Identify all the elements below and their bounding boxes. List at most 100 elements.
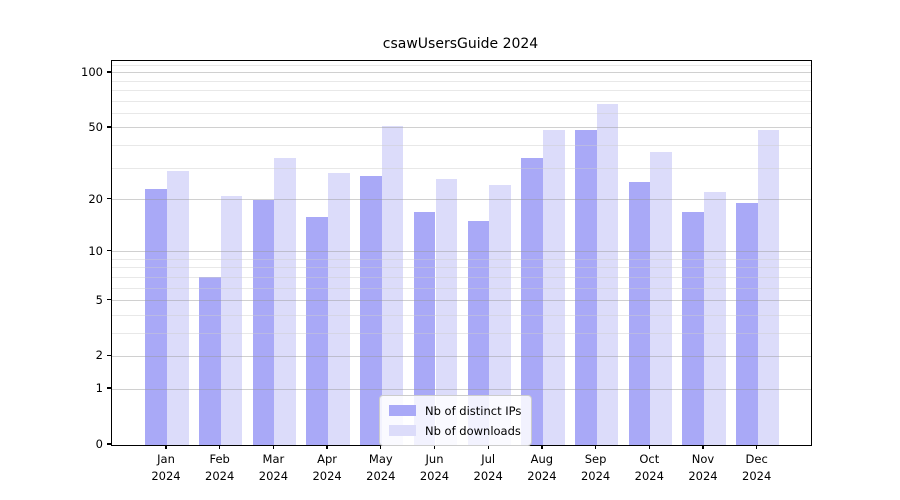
x-tick-mark [380, 445, 382, 450]
bar-distinct-ips-may [360, 176, 382, 445]
gridline-minor [112, 332, 811, 334]
gridline-major [112, 199, 811, 200]
x-tick-mark [594, 445, 597, 450]
y-tick-mark [106, 249, 111, 252]
x-tick-label-feb: Feb 2024 [188, 451, 252, 484]
y-tick-mark [106, 298, 111, 301]
gridline-minor [112, 64, 811, 66]
x-tick-month: Aug [530, 452, 554, 466]
x-tick-label-nov: Nov 2024 [671, 451, 735, 484]
bar-distinct-ips-mar [252, 199, 275, 445]
x-tick-label-dec: Dec 2024 [725, 451, 789, 484]
bar-distinct-ips-dec [736, 203, 758, 445]
legend-item-downloads: Nb of downloads [389, 423, 521, 438]
y-tick-label: 5 [95, 292, 103, 307]
gridline-minor [112, 258, 811, 260]
y-tick-mark [106, 126, 111, 128]
bar-downloads-may [381, 126, 404, 445]
x-tick-label-may: May 2024 [349, 451, 413, 484]
legend-label-downloads: Nb of downloads [425, 423, 521, 438]
gridline-minor [112, 113, 811, 115]
gridline-minor [112, 287, 811, 289]
bar-downloads-aug [542, 129, 565, 445]
bar-downloads-mar [274, 158, 297, 445]
x-tick-mark [326, 445, 328, 450]
x-tick-month: Jul [481, 452, 496, 466]
y-tick-label: 1 [95, 381, 103, 396]
y-tick-label: 50 [88, 119, 103, 134]
x-tick-mark [541, 445, 543, 450]
legend-label-distinct-ips: Nb of distinct IPs [425, 403, 522, 418]
plot-area: Nb of distinct IPs Nb of downloads [111, 60, 812, 446]
gridline-minor [112, 80, 811, 82]
legend-item-distinct-ips: Nb of distinct IPs [389, 403, 521, 418]
x-tick-mark [648, 445, 650, 450]
x-tick-mark [487, 445, 489, 450]
bar-downloads-jun [435, 179, 458, 445]
bar-distinct-ips-sep [574, 129, 597, 445]
x-tick-month: Feb [209, 452, 230, 466]
x-tick-month: May [368, 452, 393, 466]
gridline-minor [112, 314, 811, 316]
gridline-minor [112, 267, 811, 269]
bar-downloads-nov [704, 192, 726, 445]
x-tick-year: 2024 [688, 468, 718, 483]
x-tick-year: 2024 [473, 468, 503, 483]
x-tick-year: 2024 [580, 468, 611, 483]
legend-swatch-downloads [389, 425, 416, 436]
gridline-major [112, 127, 811, 129]
y-tick-label: 100 [81, 64, 103, 79]
y-tick-mark [106, 197, 111, 200]
x-tick-year: 2024 [634, 468, 664, 483]
bar-downloads-apr [328, 173, 350, 445]
x-tick-mark [165, 445, 167, 450]
y-tick-label: 0 [95, 437, 103, 451]
x-tick-mark [219, 445, 221, 450]
x-tick-month: Nov [691, 452, 715, 466]
gridline-major [112, 72, 811, 74]
bar-downloads-jul [489, 185, 511, 445]
x-tick-label-jun: Jun 2024 [403, 451, 467, 484]
bar-distinct-ips-nov [682, 211, 704, 445]
gridline-minor [112, 276, 811, 278]
legend-swatch-distinct-ips [389, 405, 416, 416]
x-tick-month: Dec [745, 452, 768, 466]
gridline-minor [112, 90, 811, 92]
bar-distinct-ips-jan [145, 188, 167, 445]
bar-distinct-ips-oct [628, 182, 651, 445]
bar-distinct-ips-aug [521, 158, 543, 445]
x-tick-month: Mar [262, 452, 285, 466]
gridline-major [112, 251, 811, 253]
gridline-minor [112, 145, 811, 147]
x-tick-month: Jun [425, 452, 444, 466]
x-tick-year: 2024 [151, 468, 181, 483]
y-tick-mark [106, 71, 111, 73]
x-tick-year: 2024 [527, 468, 557, 483]
x-tick-mark [433, 445, 436, 450]
bar-distinct-ips-jul [467, 221, 490, 445]
y-tick-mark [106, 354, 111, 357]
x-tick-year: 2024 [366, 468, 396, 483]
x-tick-year: 2024 [419, 468, 450, 483]
x-tick-month: Jan [157, 452, 175, 466]
x-tick-label-oct: Oct 2024 [617, 451, 681, 484]
gridline-minor [112, 100, 811, 102]
bar-distinct-ips-jun [413, 211, 436, 445]
y-tick-label: 10 [88, 243, 103, 258]
x-tick-mark [272, 445, 275, 450]
y-tick-label: 20 [88, 191, 103, 206]
bar-downloads-jan [167, 170, 189, 445]
x-tick-label-mar: Mar 2024 [241, 451, 305, 484]
bar-distinct-ips-feb [199, 277, 221, 445]
x-tick-label-aug: Aug 2024 [510, 451, 574, 484]
y-tick-mark [106, 443, 111, 445]
gridline-major [112, 355, 811, 357]
x-tick-month: Apr [317, 452, 338, 466]
bar-downloads-dec [757, 129, 780, 445]
y-tick-mark [106, 387, 111, 389]
x-tick-label-apr: Apr 2024 [295, 451, 359, 484]
gridline-major [112, 388, 811, 390]
gridline-major [112, 300, 811, 302]
gridline-minor [112, 167, 811, 169]
bar-downloads-sep [596, 103, 619, 445]
